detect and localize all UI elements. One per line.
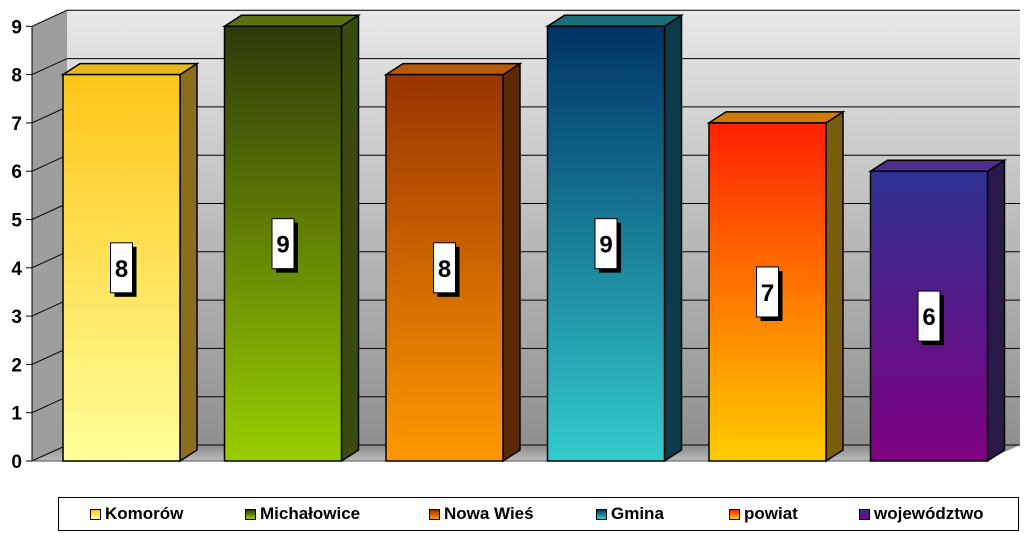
legend-label: Nowa Wieś xyxy=(444,504,534,523)
y-tick-label: 0 xyxy=(11,452,22,473)
data-label-1: 8 xyxy=(110,242,137,297)
data-label-4: 9 xyxy=(594,218,621,273)
data-label-6: 6 xyxy=(917,290,944,346)
data-label-text: 8 xyxy=(115,256,128,283)
legend-swatch xyxy=(245,508,256,520)
y-tick-label: 8 xyxy=(11,66,22,87)
bar-side xyxy=(340,13,360,463)
legend-swatch xyxy=(729,508,740,520)
legend-item-komorow: Komorów xyxy=(90,504,183,524)
data-label-box xyxy=(433,242,456,294)
data-label-5: 7 xyxy=(756,266,783,321)
data-label-text: 9 xyxy=(276,232,289,259)
bar-side xyxy=(179,62,198,463)
legend-item-michalowice: Michałowice xyxy=(245,504,360,524)
bar-top xyxy=(60,62,200,76)
data-label-box xyxy=(917,290,941,342)
bar-4 xyxy=(544,13,685,463)
legend: Komorów Michałowice Nowa Wieś Gmina powi… xyxy=(58,497,1019,531)
legend-swatch xyxy=(429,508,440,520)
legend-item-gmina: Gmina xyxy=(596,504,664,524)
bar-top xyxy=(867,159,1008,172)
legend-label: województwo xyxy=(874,504,984,523)
y-tick-label: 9 xyxy=(11,17,22,38)
legend-item-nowa-wies: Nowa Wieś xyxy=(429,504,534,524)
data-label-box xyxy=(271,218,295,270)
data-label-text: 9 xyxy=(599,232,612,259)
y-axis-tick-labels: 0 1 2 3 4 5 6 7 8 9 xyxy=(11,17,22,473)
legend-swatch xyxy=(596,508,607,520)
legend-swatch xyxy=(90,508,101,520)
y-tick-label: 4 xyxy=(11,259,22,280)
data-label-box xyxy=(110,242,133,294)
data-label-2: 9 xyxy=(271,218,298,273)
data-label-text: 8 xyxy=(438,256,451,283)
y-tick-label: 2 xyxy=(11,355,22,376)
gridline xyxy=(31,9,1020,27)
bar-3 xyxy=(383,62,523,463)
data-labels: 8 9 8 9 7 6 xyxy=(110,218,944,346)
data-label-3: 8 xyxy=(433,242,460,297)
legend-label: Gmina xyxy=(611,504,664,523)
y-tick-label: 6 xyxy=(11,162,22,183)
y-tick-label: 7 xyxy=(11,114,22,135)
gridline xyxy=(31,58,1020,76)
legend-swatch xyxy=(859,508,870,520)
bar-chart: 0 1 2 3 4 5 6 7 8 9 8 9 8 9 7 6 xyxy=(11,9,1020,473)
legend-label: Michałowice xyxy=(260,504,361,523)
data-label-text: 6 xyxy=(922,304,935,331)
y-tick-label: 3 xyxy=(11,307,22,328)
data-label-box xyxy=(594,218,618,270)
bar-side xyxy=(825,110,844,463)
bar-side xyxy=(663,13,683,463)
bar-top xyxy=(383,62,523,76)
bar-top xyxy=(706,111,846,124)
y-tick-label: 5 xyxy=(11,211,22,232)
legend-item-wojewodztwo: województwo xyxy=(859,504,984,524)
legend-label: powiat xyxy=(744,504,798,523)
side-wall xyxy=(32,10,67,462)
bar-top xyxy=(544,14,685,28)
legend-label: Komorów xyxy=(105,504,184,523)
bar-side xyxy=(986,158,1006,463)
y-tick-label: 1 xyxy=(11,404,22,425)
bar-top xyxy=(221,14,362,28)
bar-side xyxy=(502,62,521,463)
data-label-text: 7 xyxy=(761,280,774,307)
data-label-box xyxy=(756,266,779,318)
legend-item-powiat: powiat xyxy=(729,504,798,524)
